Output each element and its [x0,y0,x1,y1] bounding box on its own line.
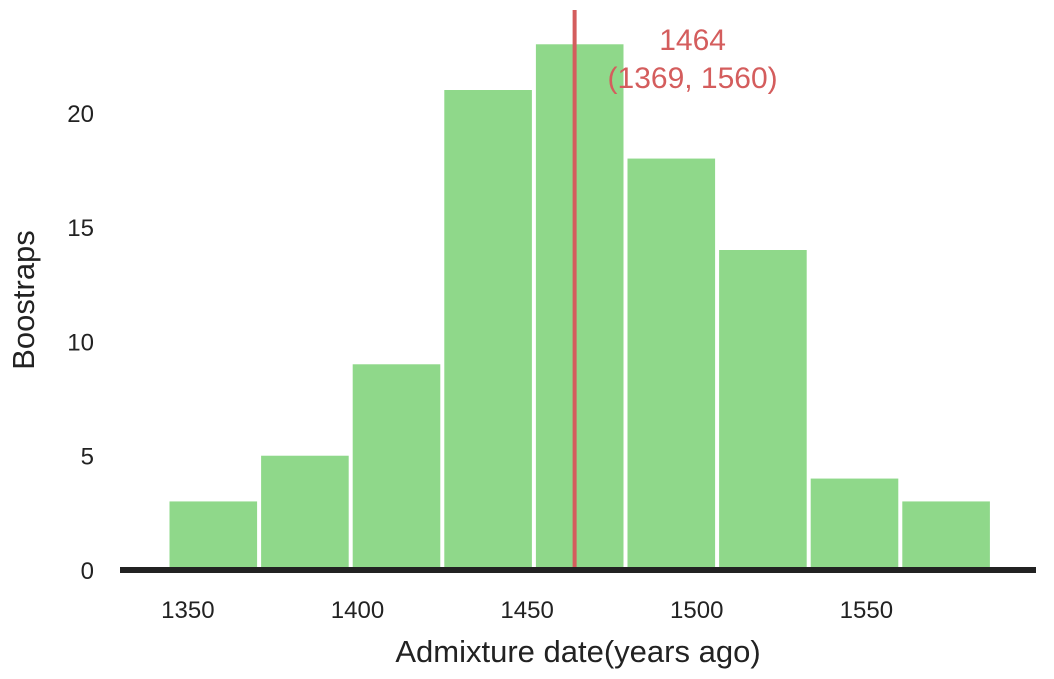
x-tick-label: 1350 [161,597,214,624]
histogram-bar [261,455,349,570]
x-tick-label: 1400 [331,597,384,624]
y-tick-label: 10 [67,329,94,356]
histogram-bar [902,501,990,570]
x-tick-label: 1450 [500,597,553,624]
y-tick-label: 15 [67,215,94,242]
y-tick-labels: 0 5 10 15 20 [67,101,94,585]
x-axis-label: Admixture date(years ago) [395,634,760,669]
y-axis-label: Boostraps [6,230,41,370]
estimate-interval-label: (1369, 1560) [608,62,778,95]
y-tick-label: 0 [81,558,94,585]
x-tick-labels: 1350 1400 1450 1500 1550 [161,597,893,624]
histogram-bar [719,250,807,570]
estimate-value-label: 1464 [659,24,726,57]
bars-group [169,44,990,571]
histogram-bar [627,158,716,571]
histogram-bar [535,44,624,571]
histogram-bar [444,90,532,570]
histogram-bar [352,364,441,570]
histogram-bar [169,501,258,570]
histogram-bar [810,478,899,570]
y-tick-label: 5 [81,444,94,471]
y-tick-label: 20 [67,101,94,128]
x-tick-label: 1500 [670,597,723,624]
x-tick-label: 1550 [840,597,893,624]
